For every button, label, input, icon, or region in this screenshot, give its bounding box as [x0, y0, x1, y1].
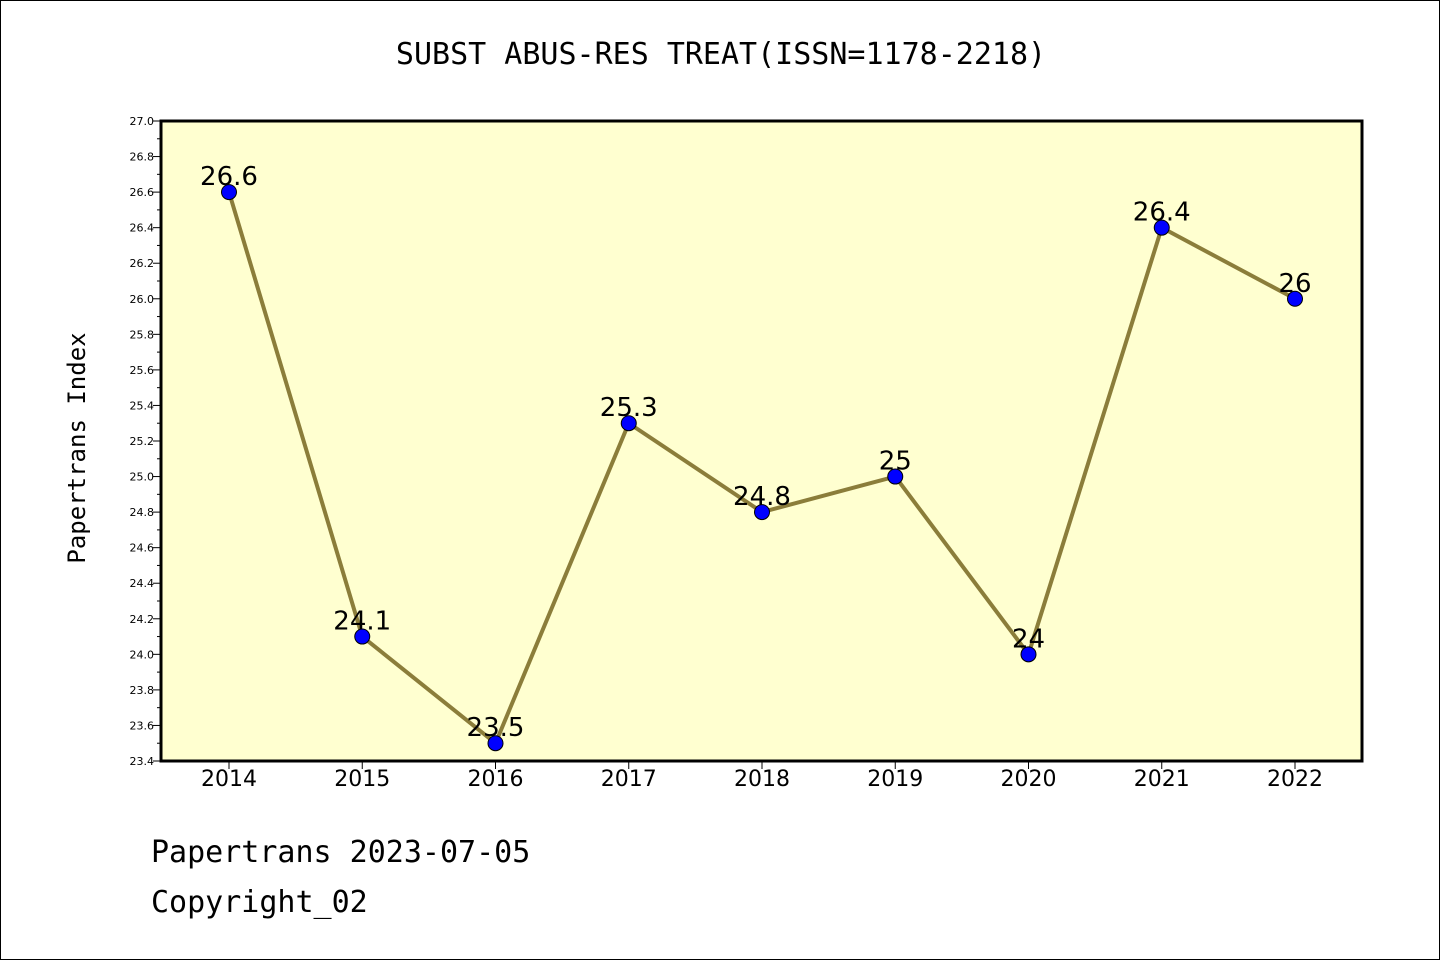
y-tick-label: 24.6	[130, 542, 155, 555]
data-label: 26.6	[200, 162, 258, 192]
y-tick-label: 25.6	[130, 364, 155, 377]
data-label: 24.1	[333, 607, 391, 637]
data-point	[487, 735, 504, 752]
data-label: 25	[879, 447, 912, 477]
data-point	[1020, 646, 1037, 663]
x-tick-label: 2017	[601, 767, 657, 792]
data-label: 24	[1012, 624, 1045, 654]
x-tick-label: 2022	[1267, 767, 1323, 792]
y-tick-label: 23.6	[130, 719, 155, 732]
x-tick-label: 2019	[867, 767, 923, 792]
y-tick-label: 23.4	[130, 755, 155, 768]
x-tick-label: 2016	[468, 767, 524, 792]
data-point	[221, 184, 237, 201]
data-point	[354, 628, 371, 645]
x-tick-label: 2018	[734, 767, 790, 792]
data-point	[1153, 219, 1170, 236]
y-tick-label: 26.8	[130, 151, 155, 164]
data-point	[754, 504, 770, 521]
x-tick-label: 2021	[1134, 767, 1190, 792]
y-tick-label: 25.8	[130, 328, 155, 341]
y-tick-label: 26.4	[130, 222, 155, 235]
y-tick-label: 26.2	[130, 257, 155, 270]
y-tick-label: 23.8	[130, 684, 155, 697]
data-point	[887, 468, 904, 485]
y-tick-label: 26.0	[130, 293, 155, 306]
y-tick-label: 24.2	[130, 613, 155, 626]
y-tick-label: 24.8	[130, 506, 155, 519]
data-label: 24.8	[733, 482, 791, 512]
data-label: 26	[1278, 269, 1311, 299]
x-tick-label: 2020	[1001, 767, 1057, 792]
data-point	[620, 415, 637, 432]
y-tick-label: 25.4	[130, 399, 155, 412]
y-tick-label: 25.2	[130, 435, 155, 448]
y-tick-label: 26.6	[130, 186, 155, 199]
data-label: 25.3	[600, 393, 658, 423]
chart-title: SUBST ABUS-RES TREAT(ISSN=1178-2218)	[395, 37, 1047, 72]
footer-date: Papertrans 2023-07-05	[151, 835, 531, 870]
x-tick-label: 2014	[201, 767, 257, 792]
y-tick-label: 27.0	[130, 115, 155, 128]
footer-copyright: Copyright_02	[151, 885, 368, 920]
data-label: 26.4	[1133, 198, 1191, 228]
data-label: 23.5	[467, 713, 525, 743]
data-point	[1287, 290, 1303, 307]
y-tick-label: 24.4	[130, 577, 155, 590]
plot-frame	[159, 119, 1364, 763]
y-tick-label: 25.0	[130, 471, 155, 484]
x-tick-label: 2015	[334, 767, 390, 792]
y-tick-label: 24.0	[130, 648, 155, 661]
